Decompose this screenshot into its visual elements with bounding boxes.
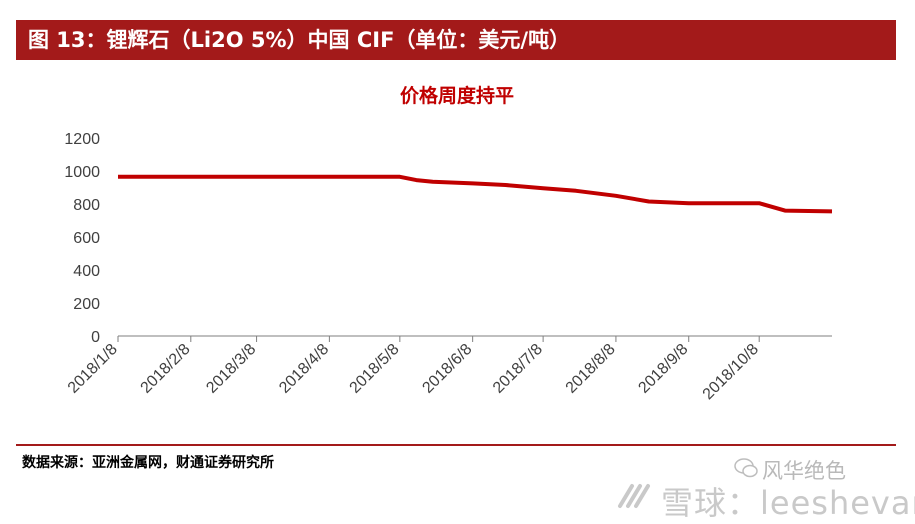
y-tick-label: 400 (73, 263, 100, 280)
y-tick-label: 1000 (64, 164, 100, 181)
data-source-note: 数据来源：亚洲金属网，财通证券研究所 (22, 455, 274, 471)
x-tick-label: 2018/2/8 (138, 341, 194, 397)
figure-title: 图 13：锂辉石（Li2O 5%）中国 CIF（单位：美元/吨） (28, 28, 571, 52)
y-tick-label: 0 (91, 329, 100, 346)
y-tick-label: 800 (73, 197, 100, 214)
x-tick-label: 2018/10/8 (700, 341, 762, 403)
chart-title: 价格周度持平 (400, 84, 514, 107)
y-tick-label: 1200 (64, 131, 100, 148)
series-line (118, 174, 833, 214)
x-tick-label: 2018/9/8 (635, 341, 691, 397)
x-tick-label: 2018/4/8 (276, 341, 332, 397)
footer-divider (16, 444, 896, 446)
x-tick-label: 2018/3/8 (203, 341, 259, 397)
watermark-brand: 风华绝色 (762, 459, 846, 483)
x-tick-label: 2018/6/8 (419, 341, 475, 397)
watermark-site-text: 雪球：leeshevar (661, 484, 915, 522)
watermark-site: 雪球：leeshevar (617, 478, 915, 524)
y-tick-label: 600 (73, 230, 100, 247)
y-tick-label: 200 (73, 296, 100, 313)
x-tick-label: 2018/5/8 (347, 341, 403, 397)
line-chart: 价格周度持平 0 200 400 600 800 1000 1200 2018/1/8 2018/… (64, 84, 833, 403)
x-tick-label: 2018/1/8 (65, 341, 121, 397)
x-tick-label: 2018/8/8 (563, 341, 619, 397)
snowball-logo-icon (618, 484, 650, 508)
wechat-icon (734, 458, 758, 478)
x-tick-label: 2018/7/8 (490, 341, 546, 397)
figure-title-bar: 图 13：锂辉石（Li2O 5%）中国 CIF（单位：美元/吨） (16, 20, 896, 60)
